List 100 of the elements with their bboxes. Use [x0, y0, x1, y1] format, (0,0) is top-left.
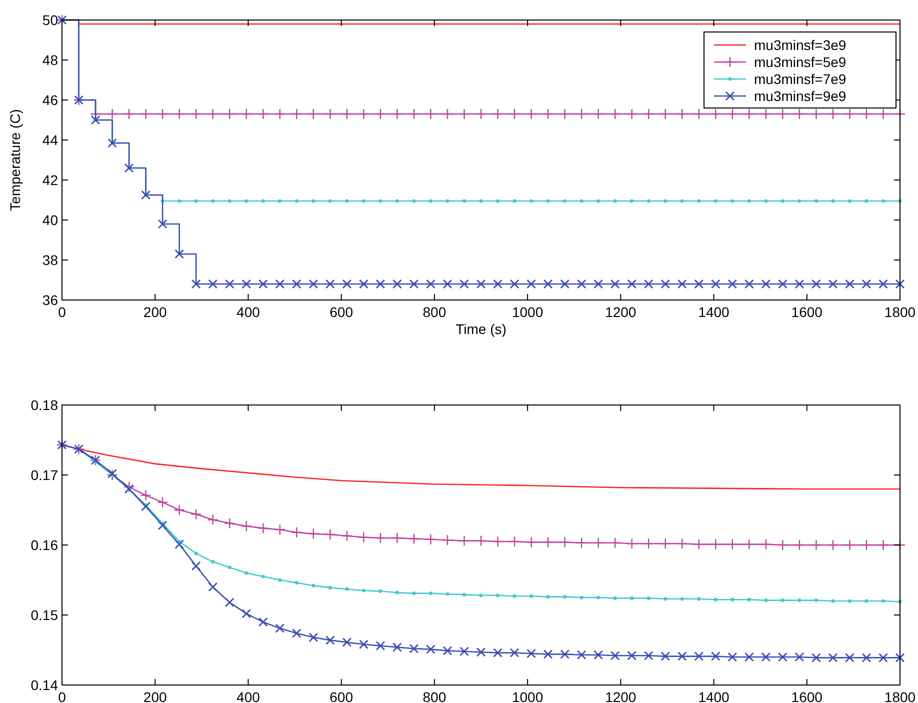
point — [864, 199, 868, 203]
point — [693, 538, 704, 550]
point — [228, 566, 232, 570]
point — [292, 279, 302, 289]
point — [458, 108, 470, 120]
point — [460, 646, 469, 656]
point — [560, 650, 570, 659]
y-tick-label: 0.18 — [30, 397, 58, 413]
point — [697, 597, 701, 601]
point — [563, 595, 567, 599]
point — [798, 598, 802, 602]
point — [862, 279, 872, 289]
point — [224, 279, 234, 289]
point — [726, 538, 738, 550]
point — [141, 190, 150, 200]
point — [777, 539, 788, 551]
point — [592, 108, 604, 120]
point — [881, 199, 886, 203]
x-axis-title: Time (s) — [456, 321, 506, 337]
point — [308, 108, 319, 120]
point — [730, 199, 734, 203]
point — [526, 108, 537, 120]
legend-label: mu3minsf=5e9 — [754, 54, 846, 70]
y-tick-label: 0.17 — [30, 467, 58, 483]
point — [630, 596, 634, 600]
point — [526, 279, 536, 289]
point — [496, 594, 500, 598]
point — [559, 536, 570, 548]
point — [881, 599, 886, 603]
point — [156, 496, 168, 508]
point — [446, 592, 450, 596]
point — [848, 199, 852, 203]
point — [512, 594, 516, 598]
point — [274, 108, 286, 120]
point — [476, 647, 486, 657]
point — [442, 646, 452, 656]
y-tick-label: 0.16 — [30, 537, 58, 553]
point — [108, 468, 117, 478]
point — [378, 199, 382, 203]
point — [677, 279, 687, 289]
point — [275, 624, 285, 633]
point — [242, 279, 252, 289]
x-tick-label: 1400 — [698, 689, 730, 703]
point — [510, 279, 520, 289]
point — [529, 199, 534, 203]
point — [845, 653, 854, 662]
point — [630, 199, 634, 203]
point — [392, 108, 403, 120]
point — [576, 108, 588, 120]
point — [864, 599, 868, 603]
point — [613, 596, 617, 600]
point — [308, 528, 319, 540]
point — [644, 279, 654, 289]
point — [294, 581, 298, 585]
point — [596, 199, 600, 203]
point — [358, 108, 370, 120]
point — [714, 598, 718, 602]
point — [462, 199, 466, 203]
point — [794, 539, 806, 551]
point — [425, 534, 436, 545]
point — [460, 279, 469, 289]
x-tick-label: 0 — [58, 304, 66, 320]
x-tick-label: 1600 — [791, 689, 823, 703]
point — [644, 650, 654, 660]
y-axis-title: Temperature (C) — [7, 109, 23, 211]
point — [643, 538, 654, 550]
point — [261, 199, 265, 203]
point — [442, 108, 454, 120]
point — [476, 279, 486, 289]
point — [580, 199, 584, 203]
point — [844, 539, 856, 551]
point — [626, 108, 638, 120]
point — [325, 636, 335, 645]
point — [810, 539, 822, 551]
point — [240, 108, 252, 120]
point — [760, 538, 772, 550]
x-tick-label: 400 — [236, 304, 260, 320]
point — [324, 528, 336, 540]
point — [747, 598, 751, 602]
point — [610, 279, 620, 289]
point — [693, 108, 704, 120]
point — [546, 199, 550, 203]
point — [409, 644, 419, 654]
point — [224, 518, 236, 529]
point — [425, 108, 436, 120]
point — [458, 535, 470, 546]
point — [831, 599, 835, 603]
point — [428, 592, 433, 596]
point — [190, 508, 202, 520]
point — [408, 108, 420, 120]
point — [395, 199, 399, 203]
point — [479, 594, 483, 598]
point — [442, 279, 452, 289]
point — [660, 652, 670, 661]
point — [542, 108, 554, 120]
point — [211, 560, 215, 564]
point — [828, 653, 838, 662]
point — [778, 279, 788, 289]
point — [576, 650, 586, 660]
point — [777, 108, 788, 120]
